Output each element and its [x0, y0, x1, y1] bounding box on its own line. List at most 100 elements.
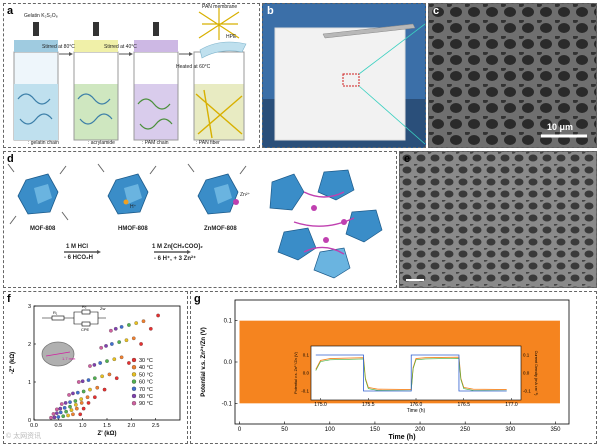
data-point-f — [117, 340, 121, 344]
data-point-f — [102, 387, 107, 392]
y-tick-label-g: 0.1 — [224, 319, 233, 325]
data-point-f — [55, 411, 59, 415]
x-tick-label-g: 150 — [370, 427, 381, 433]
panel-label-e: e — [404, 153, 411, 165]
panel-label-c: c — [433, 5, 440, 17]
inset-current-line — [315, 354, 507, 392]
disk-thickness-label: 1.7 mm — [62, 356, 76, 361]
x-tick-label-g: 0 — [238, 427, 242, 433]
x-tick-label-g: 350 — [550, 427, 561, 433]
znmof-808-cluster — [187, 163, 247, 215]
inset-y-tick-label: -0.1 — [301, 389, 309, 394]
x-tick-label-f: 1.5 — [103, 423, 111, 429]
data-point-f — [64, 409, 68, 414]
legend-gelatin: : gelatin chain — [28, 140, 59, 146]
panel-b: b — [262, 3, 426, 148]
data-point-f — [134, 321, 139, 325]
x-tick-label-f: 0.0 — [30, 423, 38, 429]
panel-a-schematic — [13, 8, 247, 141]
y-axis-label-f: -Z'' (kΩ) — [10, 352, 16, 374]
data-point-f — [113, 326, 118, 331]
resistor-r1 — [51, 315, 65, 321]
data-point-f — [75, 406, 79, 411]
pan-fibers — [195, 89, 243, 139]
data-point-f — [93, 376, 97, 381]
step-1-text: Stirred at 80°C — [42, 44, 75, 50]
circuit-label-zw: Zw — [100, 306, 105, 311]
ion-zn-label: Zn²⁺ — [240, 192, 251, 198]
equivalent-circuit — [42, 311, 106, 325]
pam-chains — [137, 98, 173, 130]
x-tick-label-g: 100 — [325, 427, 336, 433]
legend-label-f: 50 °C — [139, 372, 153, 378]
circuit-label-r2: R₂ — [82, 304, 87, 309]
inset-x-tick-label: 176.5 — [457, 402, 470, 408]
scale-bar-label-c: 10 μm — [547, 122, 574, 132]
data-point-f — [78, 412, 83, 417]
x-tick-label-f: 2.5 — [152, 423, 160, 429]
thickness-marker — [45, 351, 71, 357]
y-tick-label-f: 1 — [28, 380, 31, 386]
dropper-2 — [93, 22, 99, 36]
x-tick-label-g: 50 — [281, 427, 288, 433]
membrane-text: PAN membrane — [202, 4, 238, 10]
data-point-f — [127, 323, 131, 327]
data-point-f — [141, 319, 146, 324]
data-point-f — [68, 404, 72, 409]
hpe-text: HPE — [226, 34, 237, 40]
mof-808-cluster — [7, 163, 69, 225]
vessel-2-liquid — [74, 84, 118, 140]
x-axis-label-g: Time (h) — [388, 434, 415, 441]
data-point-f — [112, 357, 117, 362]
data-point-f — [52, 415, 57, 420]
panel-f: 0.0 0.5 1.0 1.5 2.0 2.5 0 1 2 3 Z' (kΩ) -Z'' (kΩ) R₁… — [3, 291, 188, 444]
x-axis-label-f: Z' (kΩ) — [98, 431, 117, 437]
inset-x-axis-label: Time (h) — [407, 408, 426, 414]
data-point-f — [73, 399, 78, 403]
ion-h-label: H⁺ — [130, 204, 137, 210]
inset-y2-axis-label: Current Density (mA cm⁻²) — [534, 351, 538, 397]
data-point-f — [63, 401, 68, 405]
y-tick-label-g: -0.1 — [222, 401, 233, 407]
data-point-f — [93, 395, 97, 400]
gelatin-chains-2 — [77, 93, 113, 125]
data-point-f — [61, 414, 66, 419]
x-tick-label-g: 300 — [505, 427, 516, 433]
y-tick-label-g: 0.0 — [224, 360, 233, 366]
zoom-line-top — [358, 23, 425, 75]
legend-label-f: 40 °C — [139, 365, 153, 371]
reagent-text: Gelatin K₂S₂O₈ — [24, 13, 58, 19]
step-2-top-label: 1 M Zn[CH₃COO]₂ — [152, 244, 203, 250]
vessel-1-top — [14, 40, 58, 52]
y-tick-label-f: 3 — [28, 304, 31, 310]
data-point-f — [79, 401, 84, 405]
x-tick-label-f: 1.0 — [79, 423, 87, 429]
data-point-f — [81, 406, 86, 411]
vessel-3-liquid — [134, 84, 178, 140]
data-point-f — [98, 361, 103, 365]
data-point-f — [104, 344, 108, 348]
data-point-f — [88, 364, 92, 368]
inset-potential-line-2 — [315, 358, 507, 392]
sem-image-c — [429, 4, 596, 147]
data-point-f — [55, 407, 59, 412]
panel-d: d MOF-808 HMOF-808 ZnMOF-808 1 M HCl - 6… — [3, 151, 397, 288]
nyquist-chart: 0.0 0.5 1.0 1.5 2.0 2.5 0 1 2 3 Z' (kΩ) -Z'' (kΩ) R₁… — [10, 304, 181, 437]
data-point-f — [86, 401, 91, 405]
panel-label-d: d — [7, 153, 14, 165]
data-point-f — [139, 342, 143, 346]
data-point-f — [49, 415, 53, 420]
data-point-f — [92, 363, 97, 367]
inset-x-tick-label: 176.0 — [410, 402, 423, 408]
data-point-f — [119, 325, 124, 329]
inset-y2-tick-label: 0.0 — [523, 371, 530, 376]
membrane-photo — [274, 27, 406, 141]
data-point-f — [69, 408, 74, 412]
sem-image-e — [400, 152, 596, 287]
legend-label-f: 70 °C — [139, 387, 153, 393]
data-point-f — [148, 326, 153, 331]
data-point-f — [107, 372, 112, 377]
panel-d-schematic — [7, 163, 383, 279]
panel-e: e — [399, 151, 597, 288]
watermark: © 太网资讯 — [6, 433, 42, 440]
